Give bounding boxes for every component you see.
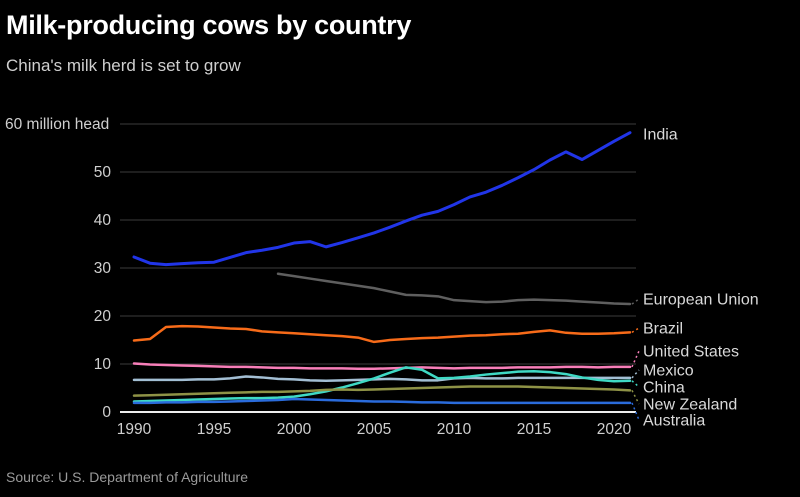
series-label-australia: Australia bbox=[643, 413, 705, 430]
x-tick-label-2000: 2000 bbox=[277, 421, 312, 438]
x-tick-label-2015: 2015 bbox=[517, 421, 551, 438]
y-tick-label-50: 50 bbox=[94, 164, 112, 181]
y-axis-unit-label: 60 million head bbox=[5, 116, 109, 133]
series-line-australia bbox=[132, 397, 632, 405]
chart-subtitle: China's milk herd is set to grow bbox=[6, 56, 241, 75]
x-tick-label-2010: 2010 bbox=[437, 421, 472, 438]
series-label-mexico: Mexico bbox=[643, 363, 694, 380]
x-tick-label-2005: 2005 bbox=[357, 421, 391, 438]
series-line-brazil bbox=[132, 324, 632, 344]
y-tick-label-0: 0 bbox=[102, 404, 111, 421]
chart-title: Milk-producing cows by country bbox=[6, 10, 412, 40]
leader-line-new-zealand bbox=[631, 390, 640, 405]
series-line-european-union bbox=[276, 272, 632, 306]
x-tick-label-1990: 1990 bbox=[117, 421, 152, 438]
series-line-india bbox=[132, 131, 632, 267]
leader-line-china bbox=[631, 380, 640, 388]
source-note: Source: U.S. Department of Agriculture bbox=[6, 469, 248, 485]
series-line-china bbox=[132, 366, 632, 403]
series-label-united-states: United States bbox=[643, 344, 739, 361]
x-tick-label-1995: 1995 bbox=[197, 421, 231, 438]
series-label-new-zealand: New Zealand bbox=[643, 397, 737, 414]
leader-line-mexico bbox=[631, 369, 640, 379]
series-label-china: China bbox=[643, 380, 685, 397]
series-line-united-states bbox=[132, 362, 632, 371]
series-label-india: India bbox=[643, 127, 678, 144]
series-label-european-union: European Union bbox=[643, 292, 759, 309]
series-label-brazil: Brazil bbox=[643, 321, 683, 338]
leader-line-european-union bbox=[631, 298, 640, 305]
y-tick-label-30: 30 bbox=[94, 260, 112, 277]
x-tick-label-2020: 2020 bbox=[597, 421, 632, 438]
y-tick-label-20: 20 bbox=[94, 308, 112, 325]
y-tick-label-40: 40 bbox=[94, 212, 112, 229]
series-line-new-zealand bbox=[132, 385, 632, 397]
leader-line-australia bbox=[631, 402, 640, 421]
leader-line-brazil bbox=[631, 327, 640, 333]
series-line-mexico bbox=[132, 375, 632, 383]
y-tick-label-10: 10 bbox=[94, 356, 112, 373]
